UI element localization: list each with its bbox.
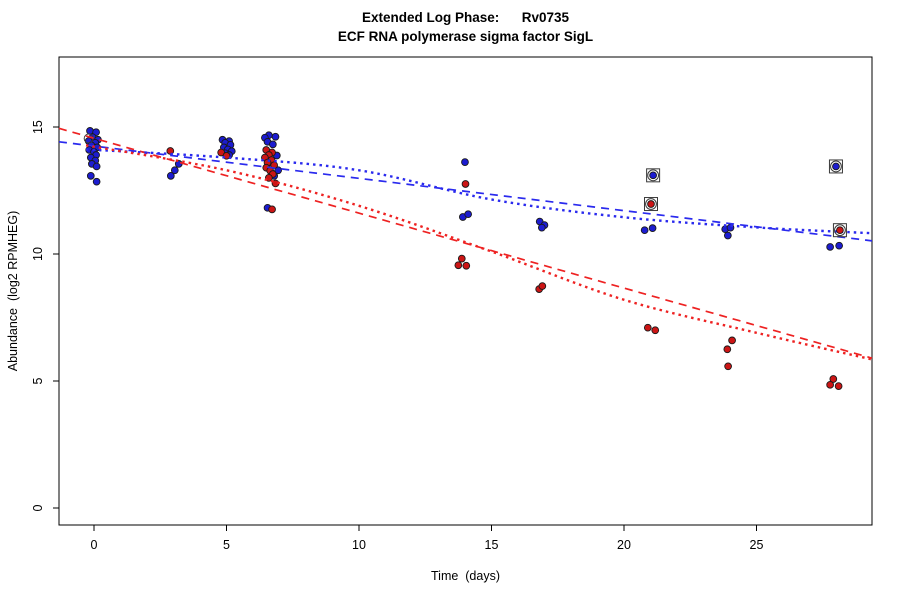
data-point-red <box>462 261 471 270</box>
flag-circle-marker <box>647 169 660 182</box>
data-point-red <box>829 375 838 383</box>
data-point-blue <box>648 224 657 233</box>
flag-square-marker <box>646 168 661 183</box>
y-tick-label: 0 <box>31 504 45 511</box>
flagged-point-red <box>647 200 655 208</box>
y-axis-label: Abundance (log2 RPMHEG) <box>6 211 20 372</box>
data-point-red <box>724 362 732 371</box>
x-tick-label: 10 <box>352 538 366 552</box>
flag-circle-marker <box>830 160 842 173</box>
data-point-blue <box>537 223 546 232</box>
data-point-red <box>166 147 175 155</box>
data-point-blue <box>723 231 732 240</box>
flagged-point-red <box>836 226 844 235</box>
flag-square-marker <box>832 223 847 238</box>
data-point-blue <box>166 171 175 180</box>
data-point-blue <box>170 166 179 175</box>
flag-circle-marker <box>645 198 657 210</box>
data-point-blue <box>461 158 469 166</box>
x-axis-label: Time (days) <box>431 569 500 583</box>
data-point-red <box>538 282 547 290</box>
y-tick-label: 15 <box>31 120 45 134</box>
data-point-red <box>454 261 463 270</box>
flagged-point-blue <box>649 171 657 180</box>
blue-linear-fit <box>58 140 873 242</box>
data-point-blue <box>86 127 94 135</box>
plot-content: 0 5 10 15 20 25 0 5 10 15 <box>31 56 873 552</box>
x-tick-label: 25 <box>750 538 764 552</box>
chart-subtitle: ECF RNA polymerase sigma factor SigL <box>337 29 594 44</box>
data-point-red <box>728 336 736 345</box>
red-smooth-fit <box>85 144 873 361</box>
plot-box <box>58 56 873 526</box>
x-tick-label: 15 <box>485 538 499 552</box>
data-point-blue <box>92 177 101 186</box>
data-point-blue <box>86 171 95 180</box>
flag-square-marker <box>643 197 658 212</box>
x-tick-label: 20 <box>617 538 631 552</box>
data-point-red <box>834 382 843 390</box>
data-point-blue <box>274 166 282 175</box>
data-point-red <box>457 254 466 263</box>
flag-square-marker <box>828 159 843 174</box>
data-point-blue <box>268 140 277 149</box>
data-point-blue <box>464 210 472 219</box>
flagged-point-blue <box>832 162 840 171</box>
blue-smooth-fit <box>85 148 873 235</box>
data-point-red <box>826 380 834 389</box>
data-point-blue <box>640 226 649 235</box>
data-point-blue <box>271 132 280 141</box>
data-point-red <box>461 180 470 188</box>
data-point-blue <box>835 241 843 250</box>
chart-title: Extended Log Phase: Rv0735 <box>361 10 570 25</box>
red-linear-fit <box>58 127 873 359</box>
data-point-red <box>651 326 660 335</box>
y-tick-label: 10 <box>31 247 45 261</box>
data-point-blue <box>826 243 834 251</box>
x-tick-label: 0 <box>91 538 98 552</box>
flag-circle-marker <box>834 224 846 237</box>
y-tick-label: 5 <box>31 377 45 384</box>
data-point-red <box>643 323 652 332</box>
x-tick-label: 5 <box>223 538 230 552</box>
data-point-red <box>723 345 732 354</box>
data-point-blue <box>92 162 101 171</box>
data-point-red <box>268 205 276 214</box>
